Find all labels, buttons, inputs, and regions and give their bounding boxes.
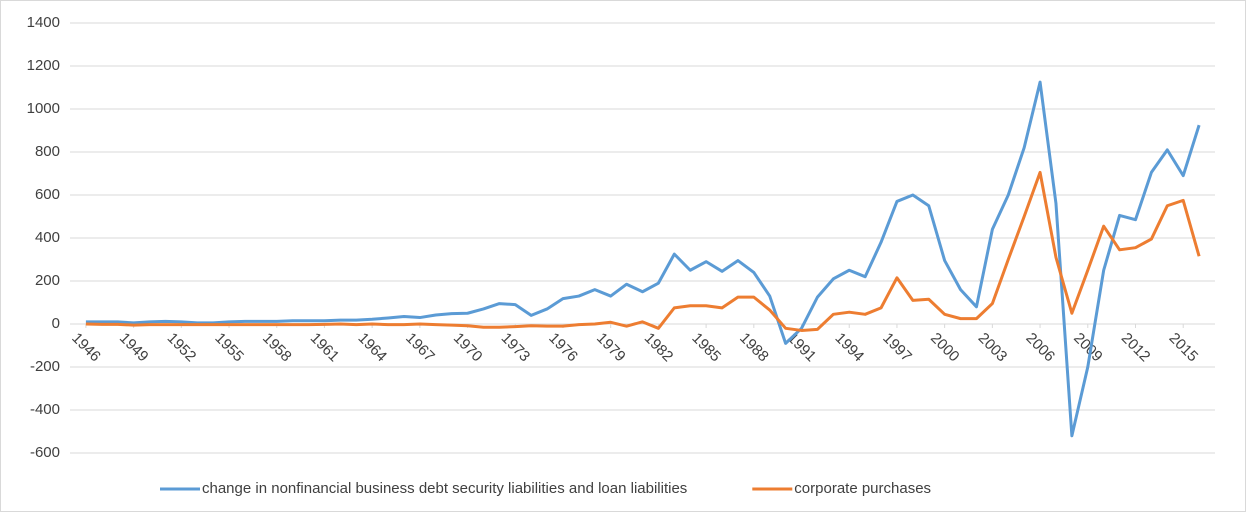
y-tick-label: 1200 <box>27 57 60 74</box>
series-line <box>85 80 1201 438</box>
y-tick-label: -600 <box>30 444 60 461</box>
series-line <box>85 170 1201 332</box>
y-tick-label: 1000 <box>27 100 60 117</box>
y-tick-label: -200 <box>30 358 60 375</box>
y-tick-label: 800 <box>35 143 60 160</box>
y-tick-label: 1400 <box>27 14 60 31</box>
y-tick-label: -400 <box>30 401 60 418</box>
legend-label: change in nonfinancial business debt sec… <box>202 480 687 497</box>
y-tick-label: 0 <box>52 315 60 332</box>
y-tick-label: 200 <box>35 272 60 289</box>
y-tick-label: 600 <box>35 186 60 203</box>
y-tick-label: 400 <box>35 229 60 246</box>
legend-label: corporate purchases <box>794 480 931 497</box>
